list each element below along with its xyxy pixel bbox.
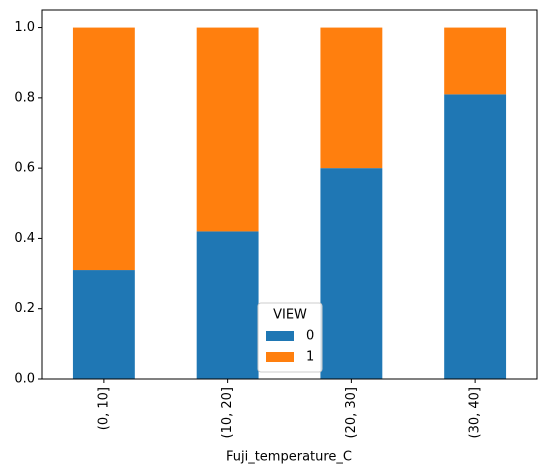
- bar: [196, 27, 259, 232]
- bar: [196, 231, 259, 379]
- y-tick-label: 0.4: [14, 231, 35, 246]
- axes-frame: [41, 9, 538, 380]
- bar: [72, 270, 135, 379]
- y-tick-label: 0.0: [14, 372, 35, 387]
- x-tick-label: (30, 40]: [468, 387, 483, 439]
- legend-label: 0: [306, 329, 314, 344]
- bar: [72, 27, 135, 271]
- bar: [320, 27, 383, 169]
- x-axis-label: Fuji_temperature_C: [226, 450, 352, 465]
- x-tick-label: (20, 30]: [344, 387, 359, 439]
- y-tick-label: 1.0: [14, 20, 35, 35]
- legend-swatch: [266, 331, 294, 341]
- bar: [444, 27, 507, 95]
- legend-title: VIEW: [273, 308, 307, 323]
- legend-label: 1: [306, 350, 314, 365]
- bar: [320, 168, 383, 379]
- x-tick-label: (10, 20]: [220, 387, 235, 439]
- bar: [444, 94, 507, 379]
- y-tick-label: 0.8: [14, 90, 35, 105]
- x-tick-label: (0, 10]: [96, 387, 111, 430]
- legend-swatch: [266, 352, 294, 362]
- y-tick-label: 0.2: [14, 301, 35, 316]
- y-tick-label: 0.6: [14, 161, 35, 176]
